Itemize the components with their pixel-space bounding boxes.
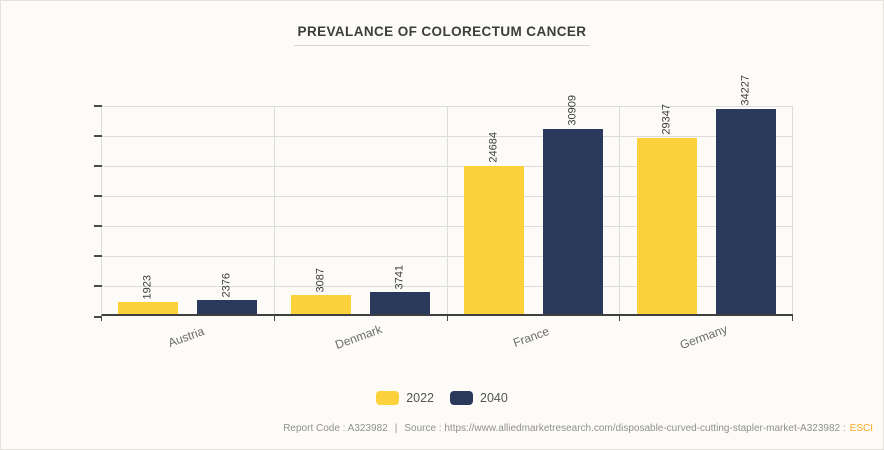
legend-label-2040: 2040 [480, 391, 508, 405]
value-label: 3741 [393, 264, 406, 289]
x-axis-tick [619, 316, 621, 321]
value-label: 1923 [141, 274, 154, 299]
chart-title: PREVALANCE OF COLORECTUM CANCER [293, 24, 591, 46]
x-axis-tick [446, 316, 448, 321]
x-axis-tick [792, 316, 793, 321]
legend-swatch-2040-icon [450, 391, 473, 405]
x-axis-label-france: France [511, 324, 552, 350]
x-axis-tick [101, 316, 102, 321]
legend-swatch-2022-icon [376, 391, 400, 405]
value-label: 24684 [487, 132, 500, 163]
report-code-text: Report Code : A323982 [283, 423, 388, 434]
source-text: Source : https://www.alliedmarketresearc… [404, 423, 846, 434]
y-axis-tick [94, 195, 102, 197]
bar-2040-france: 30909 [542, 95, 603, 314]
category-group-germany: 29347 34227 Germany [619, 75, 793, 352]
legend-item-2040: 2040 [450, 391, 508, 405]
plot-area: 1923 2376 Austria 3087 3741 Denmark 24684 30909… [94, 75, 793, 352]
value-label: 3087 [314, 267, 327, 292]
footer: Report Code : A323982 | Source : https://w… [283, 423, 873, 434]
bar-2022-germany: 29347 [636, 104, 697, 314]
value-label: 30909 [566, 95, 579, 126]
category-group-denmark: 3087 3741 Denmark [273, 106, 448, 352]
bar-2022-france: 24684 [463, 132, 524, 314]
category-group-austria: 1923 2376 Austria [101, 106, 275, 350]
legend: 2022 2040 [1, 391, 883, 405]
x-axis-label-austria: Austria [166, 324, 206, 350]
y-axis-tick [94, 285, 102, 287]
bar-2040-germany: 34227 [715, 75, 776, 314]
legend-item-2022: 2022 [376, 391, 434, 405]
bar-2040-denmark: 3741 [370, 265, 431, 314]
bar-2040-austria: 2376 [197, 273, 258, 314]
legend-label-2022: 2022 [406, 391, 434, 405]
x-axis-tick [273, 316, 275, 321]
bar-2022-austria: 1923 [118, 275, 179, 314]
chart-title-row: PREVALANCE OF COLORECTUM CANCER [1, 23, 883, 46]
y-axis-tick [94, 255, 102, 257]
y-axis-tick [94, 225, 102, 227]
category-group-france: 24684 30909 France [446, 95, 621, 350]
y-axis-tick [94, 316, 102, 318]
x-axis-label-denmark: Denmark [332, 322, 384, 352]
value-label: 2376 [220, 272, 233, 297]
value-label: 34227 [739, 75, 752, 106]
x-axis-label-germany: Germany [678, 321, 730, 353]
y-axis-tick [94, 105, 102, 107]
footer-separator: | [394, 423, 398, 434]
bar-2022-denmark: 3087 [291, 268, 352, 314]
y-axis-tick [94, 165, 102, 167]
brand-text: ESCI [849, 423, 873, 434]
value-label: 29347 [660, 104, 673, 135]
y-axis-tick [94, 135, 102, 137]
